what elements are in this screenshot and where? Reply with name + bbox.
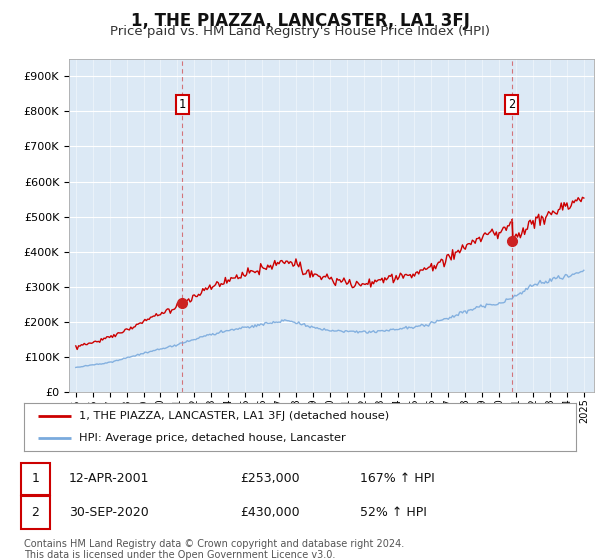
Text: 1, THE PIAZZA, LANCASTER, LA1 3FJ: 1, THE PIAZZA, LANCASTER, LA1 3FJ (131, 12, 469, 30)
Text: £430,000: £430,000 (240, 506, 299, 519)
Text: 167% ↑ HPI: 167% ↑ HPI (360, 472, 435, 486)
Text: 1, THE PIAZZA, LANCASTER, LA1 3FJ (detached house): 1, THE PIAZZA, LANCASTER, LA1 3FJ (detac… (79, 411, 389, 421)
Text: 12-APR-2001: 12-APR-2001 (69, 472, 149, 486)
Text: 1: 1 (31, 472, 40, 486)
Text: 1: 1 (179, 98, 185, 111)
Text: £253,000: £253,000 (240, 472, 299, 486)
Text: Price paid vs. HM Land Registry's House Price Index (HPI): Price paid vs. HM Land Registry's House … (110, 25, 490, 38)
Text: HPI: Average price, detached house, Lancaster: HPI: Average price, detached house, Lanc… (79, 433, 346, 443)
Text: Contains HM Land Registry data © Crown copyright and database right 2024.
This d: Contains HM Land Registry data © Crown c… (24, 539, 404, 560)
Text: 30-SEP-2020: 30-SEP-2020 (69, 506, 149, 519)
Text: 2: 2 (31, 506, 40, 519)
Text: 2: 2 (508, 98, 515, 111)
Text: 52% ↑ HPI: 52% ↑ HPI (360, 506, 427, 519)
